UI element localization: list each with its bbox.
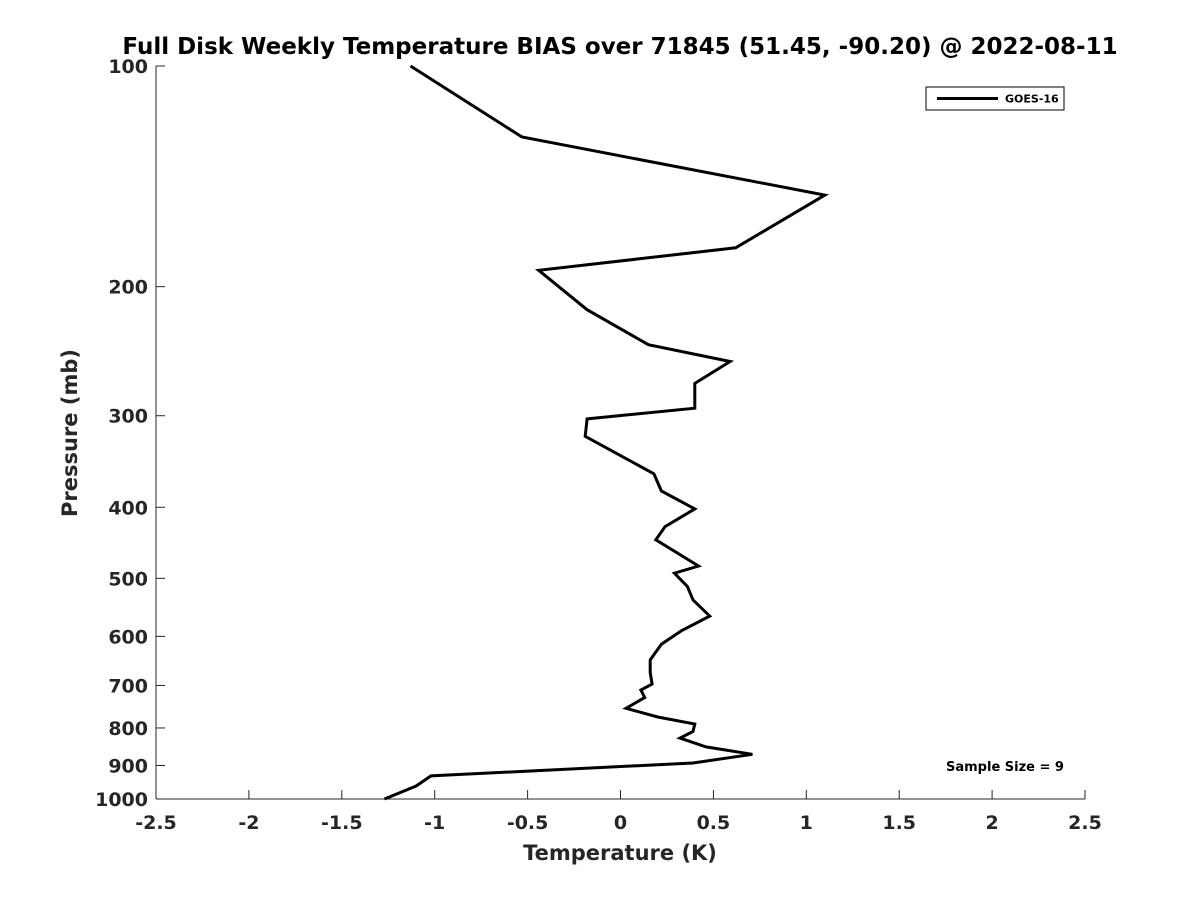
x-tick-label: 2: [985, 812, 998, 834]
y-tick-label: 1000: [95, 789, 148, 811]
y-tick-label: 800: [108, 718, 148, 740]
x-tick-label: 1: [800, 812, 813, 834]
x-tick-label: 2.5: [1068, 812, 1102, 834]
y-tick-label: 300: [108, 406, 148, 428]
legend-label-goes-16: GOES-16: [1005, 93, 1059, 106]
chart-legend: GOES-16: [925, 86, 1065, 111]
x-tick-label: 1.5: [882, 812, 916, 834]
sample-size-annotation: Sample Size = 9: [946, 760, 1064, 775]
x-tick-label: 0.5: [697, 812, 731, 834]
series-line-goes-16: [383, 64, 830, 801]
x-tick-label: -2: [238, 812, 259, 834]
x-axis-label: Temperature (K): [523, 841, 717, 865]
y-tick-label: 100: [108, 56, 148, 78]
x-tick-label: 0: [614, 812, 627, 834]
x-axis-ticks: -2.5 -2 -1.5 -1 -0.5 0 0.5 1 1.5 2 2.5: [135, 790, 1102, 834]
chart-title: Full Disk Weekly Temperature BIAS over 7…: [122, 34, 1117, 60]
y-tick-label: 200: [108, 277, 148, 299]
y-tick-label: 900: [108, 755, 148, 777]
x-tick-label: -1: [424, 812, 445, 834]
y-tick-label: 600: [108, 626, 148, 648]
x-tick-label: -0.5: [507, 812, 549, 834]
y-tick-label: 500: [108, 568, 148, 590]
y-tick-label: 400: [108, 497, 148, 519]
series-lines: [383, 64, 830, 801]
x-tick-label: -2.5: [135, 812, 177, 834]
y-axis-ticks: 100 200 300 400 500 600 700 800 900 1000: [95, 56, 165, 811]
y-tick-label: 700: [108, 675, 148, 697]
x-tick-label: -1.5: [321, 812, 363, 834]
y-axis-label: Pressure (mb): [58, 349, 82, 517]
